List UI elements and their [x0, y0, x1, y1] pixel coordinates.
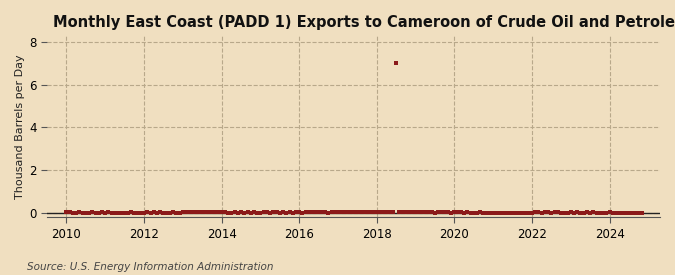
Text: Source: U.S. Energy Information Administration: Source: U.S. Energy Information Administ… — [27, 262, 273, 272]
Text: Monthly East Coast (PADD 1) Exports to Cameroon of Crude Oil and Petroleum Produ: Monthly East Coast (PADD 1) Exports to C… — [53, 15, 675, 30]
Y-axis label: Thousand Barrels per Day: Thousand Barrels per Day — [15, 54, 25, 199]
